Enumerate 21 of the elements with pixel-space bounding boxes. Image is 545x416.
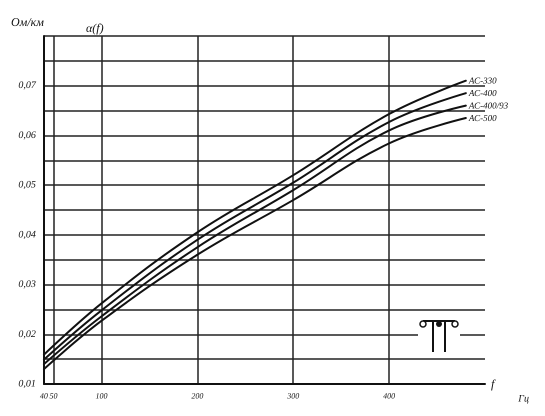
text: Гц (517, 394, 530, 404)
x-tick-label: 40 (40, 392, 48, 400)
x-tick-label: 100 (95, 392, 108, 400)
x-tick-label: 50 (50, 392, 58, 400)
x-tick-label: 400 (383, 392, 396, 400)
x-tick-label: 300 (286, 392, 300, 400)
y-tick-label: 0,03 (18, 279, 36, 290)
y-tick-label: 0,06 (18, 130, 36, 141)
x-axis-title: f (491, 377, 496, 391)
y-axis-title: Ом/км (10, 15, 44, 29)
y-tick-label: 0,02 (18, 328, 36, 340)
series-label: АС-400 (468, 88, 498, 98)
y-tick-label: 0,04 (18, 229, 36, 240)
y-tick-label: 0,01 (18, 378, 36, 390)
series-label: АС-500 (468, 113, 498, 124)
series-label: АС-400/93 (468, 100, 509, 111)
x-tick-label: 200 (191, 392, 204, 400)
text: α(f) (86, 21, 104, 35)
series-label: АС-330 (468, 76, 498, 86)
y-tick-label: 0,05 (18, 180, 36, 191)
y-tick-label: 0,07 (18, 80, 37, 92)
